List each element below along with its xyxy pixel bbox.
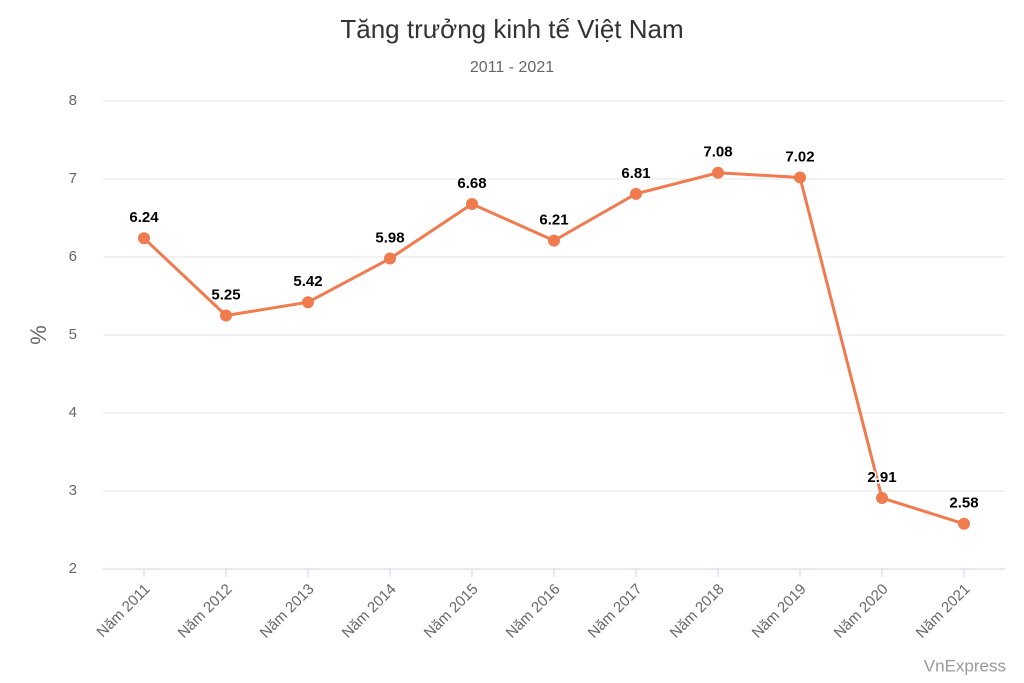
point bbox=[220, 309, 232, 322]
value-label: 5.98 bbox=[375, 230, 404, 247]
point bbox=[794, 171, 806, 184]
point bbox=[958, 517, 970, 530]
x-tick-label: Năm 2011 bbox=[93, 581, 153, 641]
value-label: 6.68 bbox=[457, 175, 486, 192]
point bbox=[384, 252, 396, 265]
chart-title: Tăng trưởng kinh tế Việt Nam bbox=[340, 14, 683, 44]
x-tick-label: Năm 2013 bbox=[257, 581, 318, 642]
value-label: 2.58 bbox=[949, 495, 978, 512]
x-tick-label: Năm 2014 bbox=[339, 581, 400, 642]
y-axis-label: % bbox=[26, 325, 51, 345]
x-tick-label: Năm 2021 bbox=[913, 581, 974, 642]
value-label: 2.91 bbox=[867, 469, 896, 486]
value-label: 5.25 bbox=[211, 286, 240, 303]
point bbox=[712, 166, 724, 179]
x-tick-label: Năm 2020 bbox=[831, 581, 892, 642]
x-tick-label: Năm 2015 bbox=[421, 581, 482, 642]
x-tick-label: Năm 2017 bbox=[585, 581, 646, 642]
credit: VnExpress bbox=[924, 656, 1006, 675]
y-tick-label: 8 bbox=[69, 92, 77, 109]
point bbox=[630, 187, 642, 200]
y-tick-label: 2 bbox=[69, 560, 77, 577]
x-tick-label: Năm 2019 bbox=[749, 581, 810, 642]
x-tick-label: Năm 2016 bbox=[503, 581, 564, 642]
chart-subtitle: 2011 - 2021 bbox=[470, 59, 554, 76]
value-label: 5.42 bbox=[293, 273, 322, 290]
value-label: 6.81 bbox=[621, 165, 650, 182]
x-tick-label: Năm 2018 bbox=[667, 581, 728, 642]
y-tick-label: 6 bbox=[69, 248, 77, 265]
point bbox=[876, 492, 888, 505]
point bbox=[548, 234, 560, 247]
point bbox=[138, 232, 150, 245]
x-tick-label: Năm 2012 bbox=[175, 581, 236, 642]
y-tick-label: 5 bbox=[69, 326, 77, 343]
point bbox=[466, 197, 478, 210]
y-tick-label: 4 bbox=[69, 404, 77, 421]
point bbox=[302, 296, 314, 309]
value-label: 7.02 bbox=[785, 148, 814, 165]
y-tick-label: 3 bbox=[69, 482, 77, 499]
value-label: 7.08 bbox=[703, 144, 732, 161]
value-label: 6.24 bbox=[129, 209, 159, 226]
value-label: 6.21 bbox=[539, 212, 568, 229]
y-tick-label: 7 bbox=[69, 170, 77, 187]
